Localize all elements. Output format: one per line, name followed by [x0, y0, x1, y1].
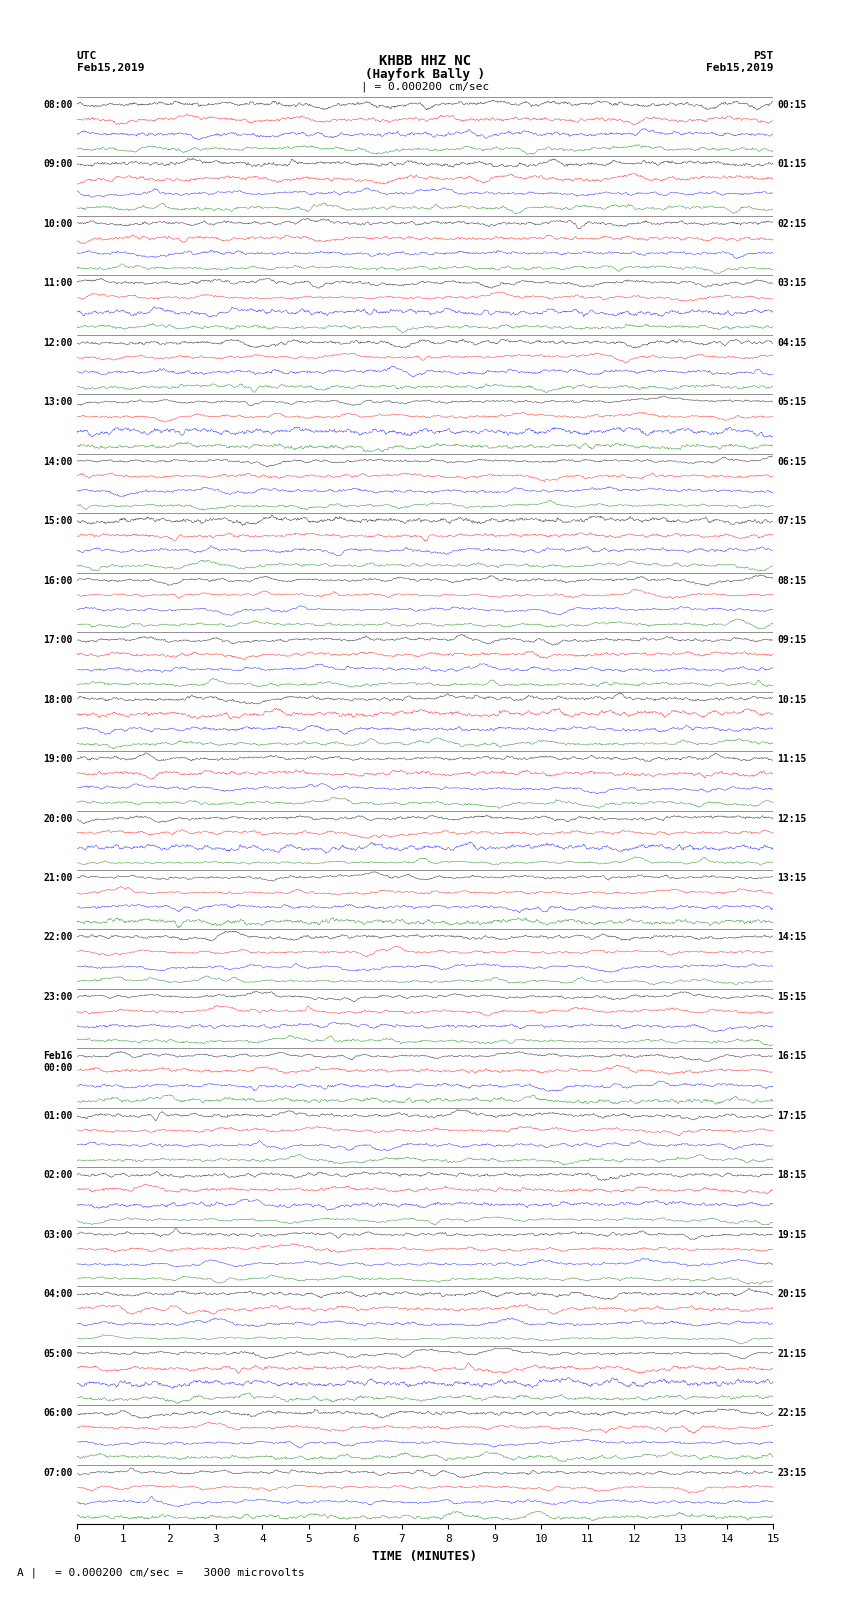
Text: A |: A |	[17, 1568, 37, 1579]
Text: 07:00: 07:00	[43, 1468, 73, 1478]
Text: 16:00: 16:00	[43, 576, 73, 586]
Text: (Hayfork Bally ): (Hayfork Bally )	[365, 68, 485, 81]
Text: 10:15: 10:15	[777, 695, 807, 705]
Text: 03:15: 03:15	[777, 277, 807, 289]
Text: 07:15: 07:15	[777, 516, 807, 526]
Text: 10:00: 10:00	[43, 219, 73, 229]
Text: 21:15: 21:15	[777, 1348, 807, 1358]
Text: 08:15: 08:15	[777, 576, 807, 586]
Text: 13:00: 13:00	[43, 397, 73, 406]
Text: 18:15: 18:15	[777, 1171, 807, 1181]
Text: 12:00: 12:00	[43, 337, 73, 348]
Text: 01:15: 01:15	[777, 160, 807, 169]
Text: 04:15: 04:15	[777, 337, 807, 348]
Text: 05:00: 05:00	[43, 1348, 73, 1358]
Text: 19:00: 19:00	[43, 753, 73, 765]
Text: PST: PST	[753, 50, 774, 61]
Text: 16:15: 16:15	[777, 1052, 807, 1061]
Text: 23:00: 23:00	[43, 992, 73, 1002]
Text: 19:15: 19:15	[777, 1229, 807, 1240]
Text: 06:00: 06:00	[43, 1408, 73, 1418]
Text: 22:15: 22:15	[777, 1408, 807, 1418]
Text: UTC: UTC	[76, 50, 97, 61]
Text: 11:00: 11:00	[43, 277, 73, 289]
Text: 20:00: 20:00	[43, 813, 73, 824]
Text: 00:15: 00:15	[777, 100, 807, 110]
Text: 11:15: 11:15	[777, 753, 807, 765]
Text: 04:00: 04:00	[43, 1289, 73, 1300]
Text: 22:00: 22:00	[43, 932, 73, 942]
Text: KHBB HHZ NC: KHBB HHZ NC	[379, 53, 471, 68]
Text: = 0.000200 cm/sec =   3000 microvolts: = 0.000200 cm/sec = 3000 microvolts	[55, 1568, 305, 1578]
Text: Feb15,2019: Feb15,2019	[76, 63, 144, 73]
Text: 17:15: 17:15	[777, 1111, 807, 1121]
Text: 15:00: 15:00	[43, 516, 73, 526]
Text: 14:15: 14:15	[777, 932, 807, 942]
Text: | = 0.000200 cm/sec: | = 0.000200 cm/sec	[361, 82, 489, 92]
Text: 05:15: 05:15	[777, 397, 807, 406]
Text: Feb16
00:00: Feb16 00:00	[43, 1052, 73, 1073]
Text: 17:00: 17:00	[43, 636, 73, 645]
Text: 23:15: 23:15	[777, 1468, 807, 1478]
X-axis label: TIME (MINUTES): TIME (MINUTES)	[372, 1550, 478, 1563]
Text: 06:15: 06:15	[777, 456, 807, 466]
Text: 08:00: 08:00	[43, 100, 73, 110]
Text: 18:00: 18:00	[43, 695, 73, 705]
Text: 03:00: 03:00	[43, 1229, 73, 1240]
Text: 02:15: 02:15	[777, 219, 807, 229]
Text: 21:00: 21:00	[43, 873, 73, 882]
Text: 13:15: 13:15	[777, 873, 807, 882]
Text: 20:15: 20:15	[777, 1289, 807, 1300]
Text: 14:00: 14:00	[43, 456, 73, 466]
Text: 12:15: 12:15	[777, 813, 807, 824]
Text: 02:00: 02:00	[43, 1171, 73, 1181]
Text: 09:00: 09:00	[43, 160, 73, 169]
Text: 01:00: 01:00	[43, 1111, 73, 1121]
Text: 09:15: 09:15	[777, 636, 807, 645]
Text: Feb15,2019: Feb15,2019	[706, 63, 774, 73]
Text: 15:15: 15:15	[777, 992, 807, 1002]
